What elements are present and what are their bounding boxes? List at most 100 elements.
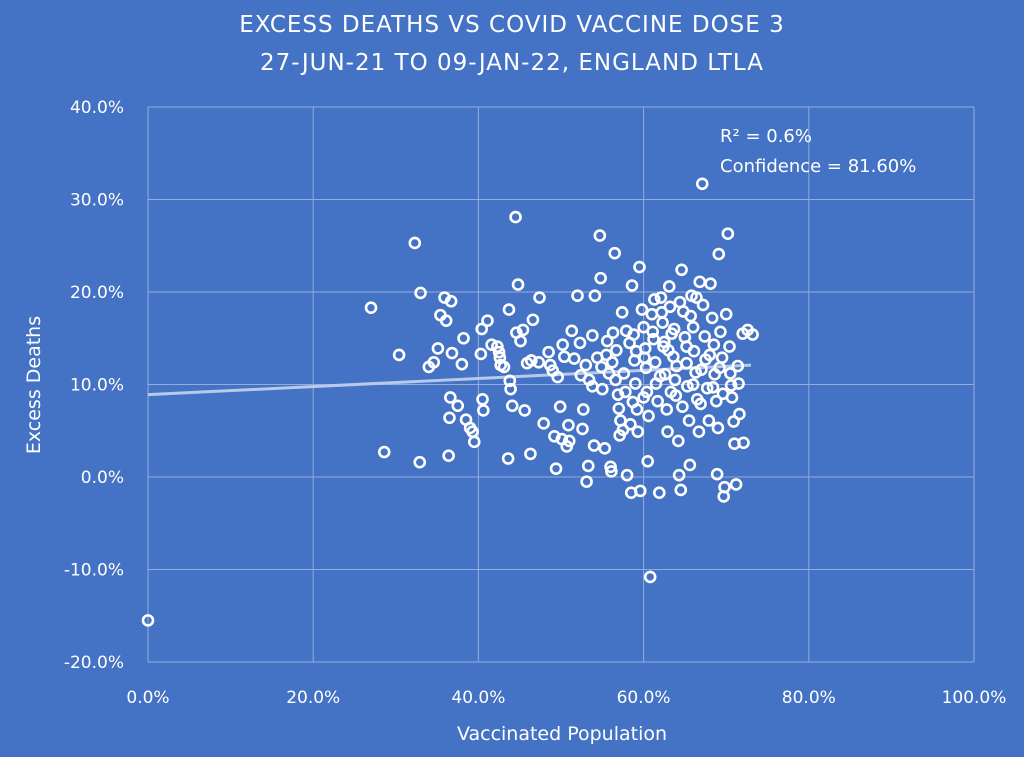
data-point <box>576 422 589 436</box>
data-point <box>562 418 575 432</box>
data-point <box>565 324 579 338</box>
y-tick-label: 30.0% <box>70 191 124 211</box>
data-point <box>633 484 647 498</box>
x-tick-label: 0.0% <box>126 688 169 708</box>
data-point <box>633 260 646 274</box>
data-point <box>655 306 669 319</box>
annotation-text: Confidence = 81.60% <box>720 156 916 177</box>
data-point <box>551 370 564 384</box>
data-point <box>457 331 470 345</box>
data-point <box>637 391 650 404</box>
y-tick-label: 40.0% <box>70 98 124 118</box>
data-point <box>442 449 455 463</box>
data-point <box>680 356 693 370</box>
data-point <box>475 322 489 336</box>
data-point <box>715 351 729 364</box>
data-point <box>481 314 494 327</box>
y-tick-label: -10.0% <box>64 561 124 581</box>
data-point <box>713 361 726 375</box>
data-point <box>724 367 737 380</box>
data-point <box>647 332 660 346</box>
data-point <box>455 357 469 371</box>
data-point <box>518 404 531 417</box>
data-point <box>503 374 517 388</box>
data-point <box>600 334 614 348</box>
data-point <box>593 229 607 242</box>
data-point <box>656 316 669 329</box>
data-point <box>474 347 488 361</box>
data-point <box>638 351 651 364</box>
data-point <box>657 335 671 349</box>
data-point <box>467 435 481 449</box>
data-point <box>698 330 712 343</box>
x-tick-label: 40.0% <box>451 688 505 708</box>
data-point <box>549 462 563 475</box>
data-point <box>445 346 459 360</box>
data-point <box>686 320 700 334</box>
data-point <box>695 363 708 377</box>
data-point <box>673 295 687 309</box>
data-point <box>710 467 724 481</box>
x-tick-label: 60.0% <box>617 688 671 708</box>
data-point <box>619 385 632 399</box>
data-point <box>617 367 631 380</box>
data-point <box>681 380 694 393</box>
data-point <box>641 454 655 468</box>
data-point <box>581 459 595 473</box>
data-point <box>526 313 540 327</box>
data-point <box>690 291 703 304</box>
data-point <box>651 394 664 408</box>
data-point <box>712 247 726 261</box>
data-point <box>684 309 697 323</box>
data-point <box>680 340 693 353</box>
y-axis-ticks: -20.0% -10.0% 0.0% 10.0% 20.0% 30.0% 40.0% <box>64 98 124 673</box>
annotations: R² = 0.6% Confidence = 81.60% <box>720 126 916 177</box>
data-point <box>509 210 522 224</box>
data-point <box>646 325 659 339</box>
data-point <box>580 475 593 488</box>
x-axis-ticks: 0.0% 20.0% 40.0% 60.0% 80.0% 100.0% <box>126 688 1006 708</box>
y-tick-label: 10.0% <box>70 376 124 396</box>
data-point <box>577 403 590 416</box>
data-point <box>674 483 688 497</box>
data-point <box>542 345 555 359</box>
data-point <box>660 403 674 416</box>
data-point <box>661 425 674 438</box>
y-tick-label: -20.0% <box>64 653 124 673</box>
data-point <box>594 271 607 285</box>
y-tick-label: 20.0% <box>70 283 124 303</box>
data-point <box>606 326 620 340</box>
data-point <box>514 334 527 348</box>
data-point <box>476 392 489 406</box>
data-point <box>485 338 498 352</box>
data-point <box>725 391 739 404</box>
data-point <box>682 414 696 427</box>
data-point <box>605 355 619 369</box>
data-point <box>451 399 465 413</box>
data-point <box>746 328 759 341</box>
data-point <box>491 340 504 353</box>
data-point <box>709 394 723 408</box>
data-point <box>719 307 733 321</box>
data-point <box>609 373 622 387</box>
data-point <box>694 397 707 411</box>
data-point <box>608 246 621 260</box>
data-point <box>664 385 678 399</box>
data-point <box>588 289 602 303</box>
data-point <box>626 395 640 409</box>
x-tick-label: 100.0% <box>942 688 1007 708</box>
gridlines <box>147 106 975 663</box>
data-point <box>511 278 525 291</box>
data-point <box>504 382 517 396</box>
data-point <box>668 373 682 387</box>
data-point <box>364 301 378 315</box>
data-point <box>671 434 685 448</box>
data-point <box>675 263 688 277</box>
data-point <box>501 452 515 465</box>
data-point <box>602 367 616 380</box>
data-point <box>615 306 629 319</box>
data-point <box>645 307 659 321</box>
data-points <box>141 177 759 627</box>
data-point <box>663 300 677 314</box>
annotation-text: R² = 0.6% <box>720 126 812 147</box>
